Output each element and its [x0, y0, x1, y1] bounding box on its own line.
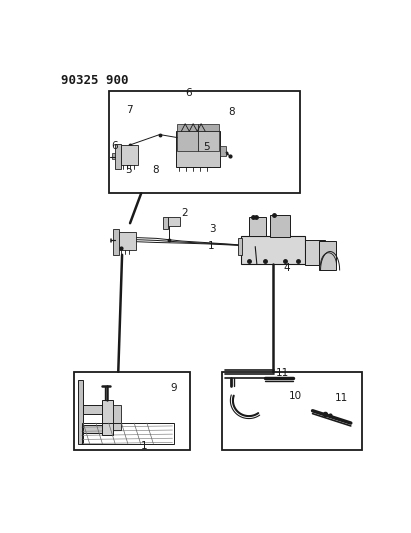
- Text: 5: 5: [125, 165, 132, 175]
- Bar: [198, 124, 219, 131]
- Bar: [241, 236, 305, 264]
- Bar: [305, 240, 326, 265]
- Text: 7: 7: [126, 105, 133, 115]
- Bar: [177, 124, 198, 131]
- Text: 6: 6: [185, 88, 192, 98]
- Text: 11: 11: [335, 393, 348, 403]
- Text: 10: 10: [289, 391, 302, 401]
- Bar: [83, 425, 109, 433]
- Text: 1: 1: [207, 241, 214, 251]
- Bar: [222, 372, 362, 450]
- Bar: [270, 215, 290, 237]
- Bar: [163, 217, 168, 229]
- Bar: [249, 217, 266, 236]
- Bar: [220, 146, 226, 156]
- Bar: [82, 423, 174, 443]
- Text: 2: 2: [181, 208, 188, 219]
- Bar: [79, 380, 83, 443]
- Bar: [121, 145, 139, 165]
- Text: 4: 4: [284, 263, 291, 273]
- Bar: [112, 152, 115, 159]
- Bar: [74, 372, 190, 450]
- Bar: [102, 400, 113, 435]
- Bar: [177, 131, 198, 151]
- Text: 6: 6: [111, 141, 118, 151]
- Bar: [175, 131, 220, 167]
- Bar: [115, 144, 121, 168]
- Text: 11: 11: [276, 368, 289, 377]
- Bar: [198, 131, 219, 151]
- Bar: [109, 91, 300, 193]
- Bar: [113, 229, 119, 255]
- Text: 90325 900: 90325 900: [61, 74, 128, 87]
- Bar: [83, 406, 109, 414]
- Text: 3: 3: [209, 224, 216, 234]
- Bar: [238, 238, 242, 255]
- Text: 8: 8: [152, 165, 159, 175]
- Text: 9: 9: [171, 383, 177, 393]
- Bar: [168, 217, 180, 227]
- Text: 8: 8: [228, 107, 235, 117]
- Text: 5: 5: [203, 142, 210, 152]
- Bar: [113, 406, 121, 430]
- Text: 1: 1: [141, 441, 147, 451]
- Bar: [319, 241, 337, 270]
- Bar: [119, 232, 136, 250]
